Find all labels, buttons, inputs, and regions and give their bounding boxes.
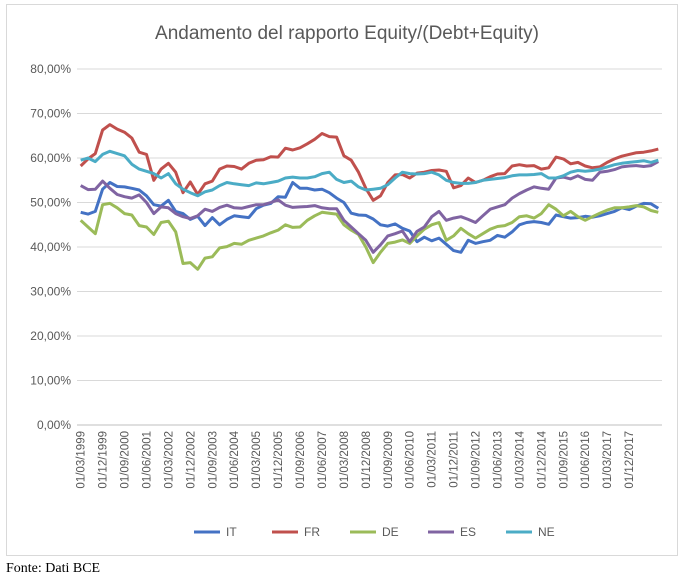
x-tick-label: 01/03/1999 <box>76 431 88 489</box>
y-axis-ticks: 0,00% 10,00% 20,00% 30,00% 40,00% 50,00% 60,00… <box>30 62 71 432</box>
x-tick-label: 01/03/2014 <box>514 430 526 488</box>
x-tick-label: 01/06/2004 <box>229 430 241 488</box>
x-tick-label: 01/06/2013 <box>492 431 504 489</box>
y-tick-label: 60,00% <box>30 151 71 165</box>
chart-container: Andamento del rapporto Equity/(Debt+Equi… <box>6 4 678 556</box>
y-tick-label: 20,00% <box>30 329 71 343</box>
series-line-ne <box>80 149 659 198</box>
y-tick-label: 0,00% <box>37 418 71 432</box>
x-tick-label: 01/12/2008 <box>361 431 373 489</box>
source-note: Fonte: Dati BCE <box>6 561 101 576</box>
legend: IT FR DE ES NE <box>194 525 555 539</box>
series-lines <box>79 123 660 271</box>
x-tick-label: 01/12/2017 <box>624 431 636 489</box>
y-tick-label: 80,00% <box>30 62 71 76</box>
chart-title: Andamento del rapporto Equity/(Debt+Equi… <box>155 23 539 44</box>
legend-label-it: IT <box>226 525 237 539</box>
x-tick-label: 01/06/2010 <box>405 431 417 489</box>
series-line-de <box>79 201 659 271</box>
y-tick-label: 10,00% <box>30 374 71 388</box>
x-tick-label: 01/12/2011 <box>449 431 461 488</box>
x-tick-label: 01/09/2006 <box>295 431 307 489</box>
legend-label-es: ES <box>460 525 476 539</box>
x-tick-label: 01/03/2005 <box>251 431 263 489</box>
x-tick-label: 01/03/2017 <box>602 431 614 489</box>
y-tick-label: 70,00% <box>30 107 71 121</box>
x-tick-label: 01/12/2002 <box>185 431 197 489</box>
line-chart: Andamento del rapporto Equity/(Debt+Equi… <box>30 23 662 539</box>
x-tick-label: 01/03/2011 <box>427 431 439 488</box>
x-tick-label: 01/03/2002 <box>163 431 175 489</box>
x-tick-label: 01/06/2007 <box>317 431 329 489</box>
y-tick-label: 30,00% <box>30 285 71 299</box>
x-tick-label: 01/09/2009 <box>383 431 395 489</box>
x-tick-label: 01/09/2015 <box>558 431 570 489</box>
x-tick-label: 01/06/2001 <box>141 431 153 489</box>
x-axis-ticks: 01/03/1999 01/12/1999 01/09/2000 01/06/2001… <box>76 430 636 488</box>
x-tick-label: 01/09/2000 <box>120 431 132 489</box>
x-tick-label: 01/09/2012 <box>471 431 483 489</box>
x-tick-label: 01/09/2003 <box>207 431 219 489</box>
y-tick-label: 40,00% <box>30 240 71 254</box>
legend-label-fr: FR <box>304 525 320 539</box>
x-tick-label: 01/12/1999 <box>98 431 110 489</box>
series-line-fr <box>79 123 659 202</box>
x-tick-label: 01/12/2014 <box>536 430 548 488</box>
y-tick-label: 50,00% <box>30 196 71 210</box>
legend-label-ne: NE <box>538 525 555 539</box>
x-tick-label: 01/06/2016 <box>580 431 592 489</box>
legend-label-de: DE <box>382 525 399 539</box>
x-tick-label: 01/12/2005 <box>273 431 285 489</box>
x-tick-label: 01/03/2008 <box>339 431 351 489</box>
